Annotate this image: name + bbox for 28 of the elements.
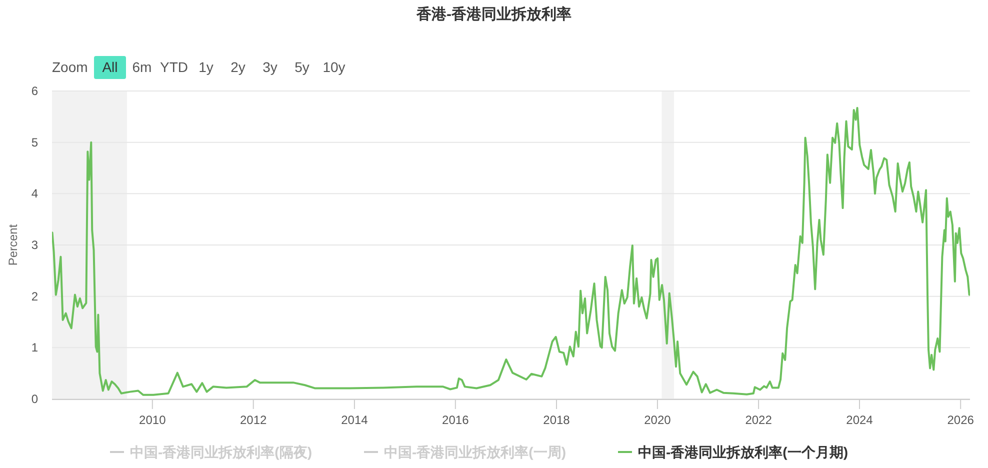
y-tick-label: 2 — [31, 289, 38, 304]
y-tick-label: 6 — [31, 84, 38, 98]
x-tick-label: 2026 — [947, 413, 974, 427]
title: 香港-香港同业拆放利率 — [416, 6, 572, 23]
range-label: All — [102, 59, 118, 75]
x-tick-label: 2012 — [240, 413, 267, 427]
legend-label: 中国-香港同业拆放利率(一个月期) — [638, 444, 848, 460]
x-tick-label: 2018 — [543, 413, 570, 427]
range-label: 5y — [294, 59, 310, 75]
x-tick-label: 2010 — [139, 413, 166, 427]
range-label: 2y — [230, 59, 246, 75]
ylabel: Percent — [6, 224, 20, 266]
y-tick-label: 0 — [31, 392, 38, 406]
x-tick-label: 2020 — [644, 413, 671, 427]
y-tick-label: 3 — [31, 238, 38, 252]
range-label: 10y — [322, 59, 346, 75]
range-label: 6m — [132, 59, 152, 75]
annotation: Zoom — [52, 59, 88, 75]
range-label: 3y — [262, 59, 278, 75]
range-label: 1y — [198, 59, 214, 75]
y-tick-label: 5 — [31, 135, 38, 150]
y-tick-label: 1 — [31, 340, 38, 355]
x-tick-label: 2024 — [846, 413, 873, 427]
x-tick-label: 2022 — [745, 413, 772, 427]
x-tick-label: 2014 — [341, 413, 368, 427]
y-tick-label: 4 — [31, 186, 38, 201]
range-label: YTD — [160, 59, 188, 75]
x-tick-label: 2016 — [442, 413, 469, 427]
